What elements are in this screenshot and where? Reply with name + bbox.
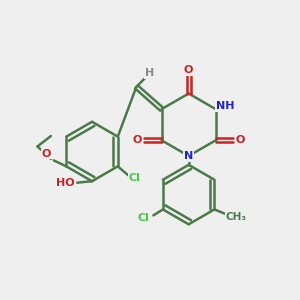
Text: HO: HO [56,178,75,188]
Text: NH: NH [216,101,234,111]
Text: CH₃: CH₃ [226,212,247,222]
Text: H: H [145,68,154,79]
Text: Cl: Cl [138,213,150,224]
Text: O: O [133,135,142,145]
Text: O: O [184,65,193,75]
Text: Cl: Cl [129,172,141,183]
Text: N: N [184,151,193,161]
Text: O: O [236,135,245,145]
Text: O: O [42,148,51,159]
